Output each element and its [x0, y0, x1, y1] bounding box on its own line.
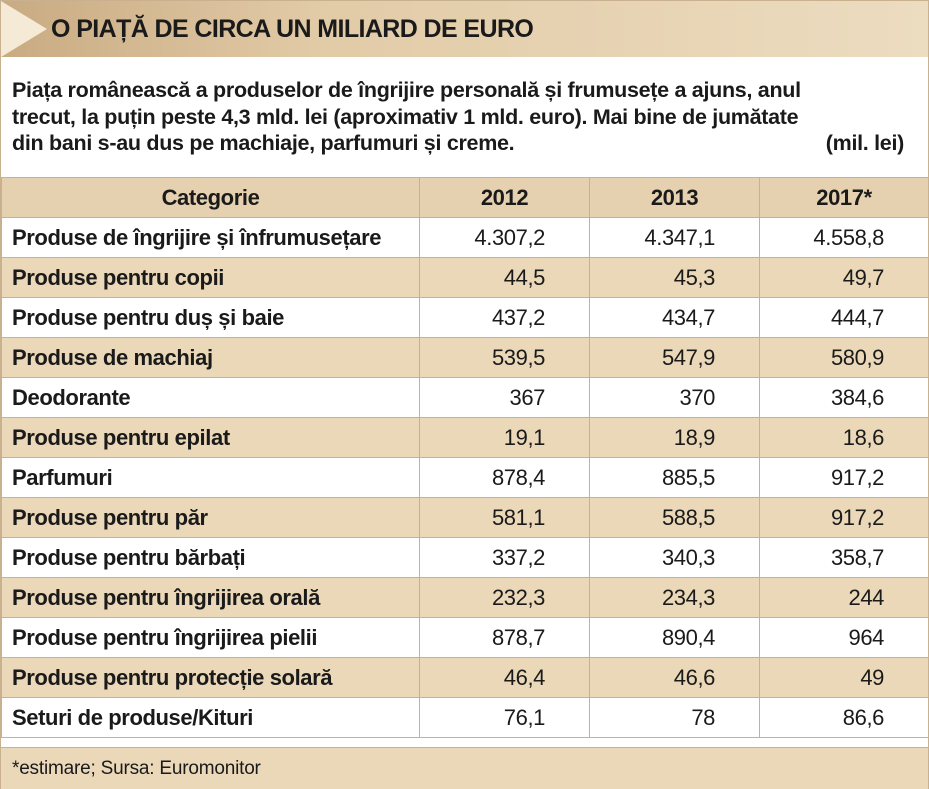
category-cell: Produse pentru bărbați: [1, 537, 420, 578]
value-cell: 358,7: [759, 537, 929, 578]
value-cell: 580,9: [759, 337, 929, 378]
value-cell: 437,2: [419, 297, 590, 338]
category-cell: Produse pentru îngrijirea pielii: [1, 617, 420, 658]
value-cell: 444,7: [759, 297, 929, 338]
column-header: Categorie: [1, 177, 420, 218]
value-cell: 78: [589, 697, 760, 738]
value-cell: 434,7: [589, 297, 760, 338]
value-cell: 878,4: [419, 457, 590, 498]
table-row: Produse pentru copii 44,5 45,3 49,7: [1, 257, 929, 298]
value-cell: 244: [759, 577, 929, 618]
category-cell: Deodorante: [1, 377, 420, 418]
table-row: Produse de îngrijire și înfrumusețare 4.3…: [1, 217, 929, 258]
column-header: 2017*: [759, 177, 929, 218]
category-cell: Produse pentru îngrijirea orală: [1, 577, 420, 618]
value-cell: 367: [419, 377, 590, 418]
value-cell: 878,7: [419, 617, 590, 658]
table-row: Produse pentru păr 581,1 588,5 917,2: [1, 497, 929, 538]
category-cell: Seturi de produse/Kituri: [1, 697, 420, 738]
value-cell: 49,7: [759, 257, 929, 298]
value-cell: 46,6: [589, 657, 760, 698]
table-row: Produse pentru epilat 19,1 18,9 18,6: [1, 417, 929, 458]
arrow-icon: [1, 1, 47, 57]
value-cell: 588,5: [589, 497, 760, 538]
value-cell: 49: [759, 657, 929, 698]
value-cell: 19,1: [419, 417, 590, 458]
value-cell: 234,3: [589, 577, 760, 618]
value-cell: 44,5: [419, 257, 590, 298]
value-cell: 384,6: [759, 377, 929, 418]
value-cell: 917,2: [759, 497, 929, 538]
page-title: O PIAȚĂ DE CIRCA UN MILIARD DE EURO: [51, 15, 534, 43]
value-cell: 86,6: [759, 697, 929, 738]
table-row: Produse pentru îngrijirea orală 232,3 234,…: [1, 577, 929, 618]
table-row: Produse pentru bărbați 337,2 340,3 358,7: [1, 537, 929, 578]
table-row: Produse pentru duș și baie 437,2 434,7 444,…: [1, 297, 929, 338]
table-row: Parfumuri 878,4 885,5 917,2: [1, 457, 929, 498]
table-header-row: Categorie 2012 2013 2017*: [1, 177, 929, 218]
value-cell: 4.307,2: [419, 217, 590, 258]
category-cell: Produse pentru copii: [1, 257, 420, 298]
value-cell: 581,1: [419, 497, 590, 538]
value-cell: 76,1: [419, 697, 590, 738]
category-cell: Parfumuri: [1, 457, 420, 498]
value-cell: 18,6: [759, 417, 929, 458]
title-bar: O PIAȚĂ DE CIRCA UN MILIARD DE EURO: [1, 1, 928, 57]
value-cell: 885,5: [589, 457, 760, 498]
table-row: Produse de machiaj 539,5 547,9 580,9: [1, 337, 929, 378]
value-cell: 917,2: [759, 457, 929, 498]
value-cell: 340,3: [589, 537, 760, 578]
value-cell: 46,4: [419, 657, 590, 698]
value-cell: 4.558,8: [759, 217, 929, 258]
intro-line-2: trecut, la puțin peste 4,3 mld. lei (apr…: [12, 104, 799, 129]
unit-label: (mil. lei): [825, 131, 905, 155]
value-cell: 547,9: [589, 337, 760, 378]
value-cell: 964: [759, 617, 929, 658]
category-cell: Produse pentru protecție solară: [1, 657, 420, 698]
intro-line-3: din bani s-au dus pe machiaje, parfumuri…: [12, 131, 515, 155]
intro-text: Piața românească a produselor de îngriji…: [12, 77, 912, 157]
value-cell: 45,3: [589, 257, 760, 298]
table-row: Produse pentru protecție solară 46,4 46,6 4…: [1, 657, 929, 698]
value-cell: 337,2: [419, 537, 590, 578]
column-header: 2013: [589, 177, 760, 218]
value-cell: 539,5: [419, 337, 590, 378]
category-cell: Produse de machiaj: [1, 337, 420, 378]
table-row: Produse pentru îngrijirea pielii 878,7 890…: [1, 617, 929, 658]
intro-line-1: Piața românească a produselor de îngriji…: [12, 78, 801, 102]
category-cell: Produse pentru epilat: [1, 417, 420, 458]
column-header: 2012: [419, 177, 590, 218]
data-table: Categorie 2012 2013 2017* Produse de îng…: [1, 177, 929, 738]
category-cell: Produse pentru păr: [1, 497, 420, 538]
category-cell: Produse de îngrijire și înfrumusețare: [1, 217, 420, 258]
footer: *estimare; Sursa: Euromonitor: [1, 747, 928, 789]
value-cell: 890,4: [589, 617, 760, 658]
value-cell: 232,3: [419, 577, 590, 618]
value-cell: 370: [589, 377, 760, 418]
value-cell: 4.347,1: [589, 217, 760, 258]
source-note: *estimare; Sursa: Euromonitor: [12, 758, 261, 779]
value-cell: 18,9: [589, 417, 760, 458]
category-cell: Produse pentru duș și baie: [1, 297, 420, 338]
table-row: Deodorante 367 370 384,6: [1, 377, 929, 418]
table-row: Seturi de produse/Kituri 76,1 78 86,6: [1, 697, 929, 738]
